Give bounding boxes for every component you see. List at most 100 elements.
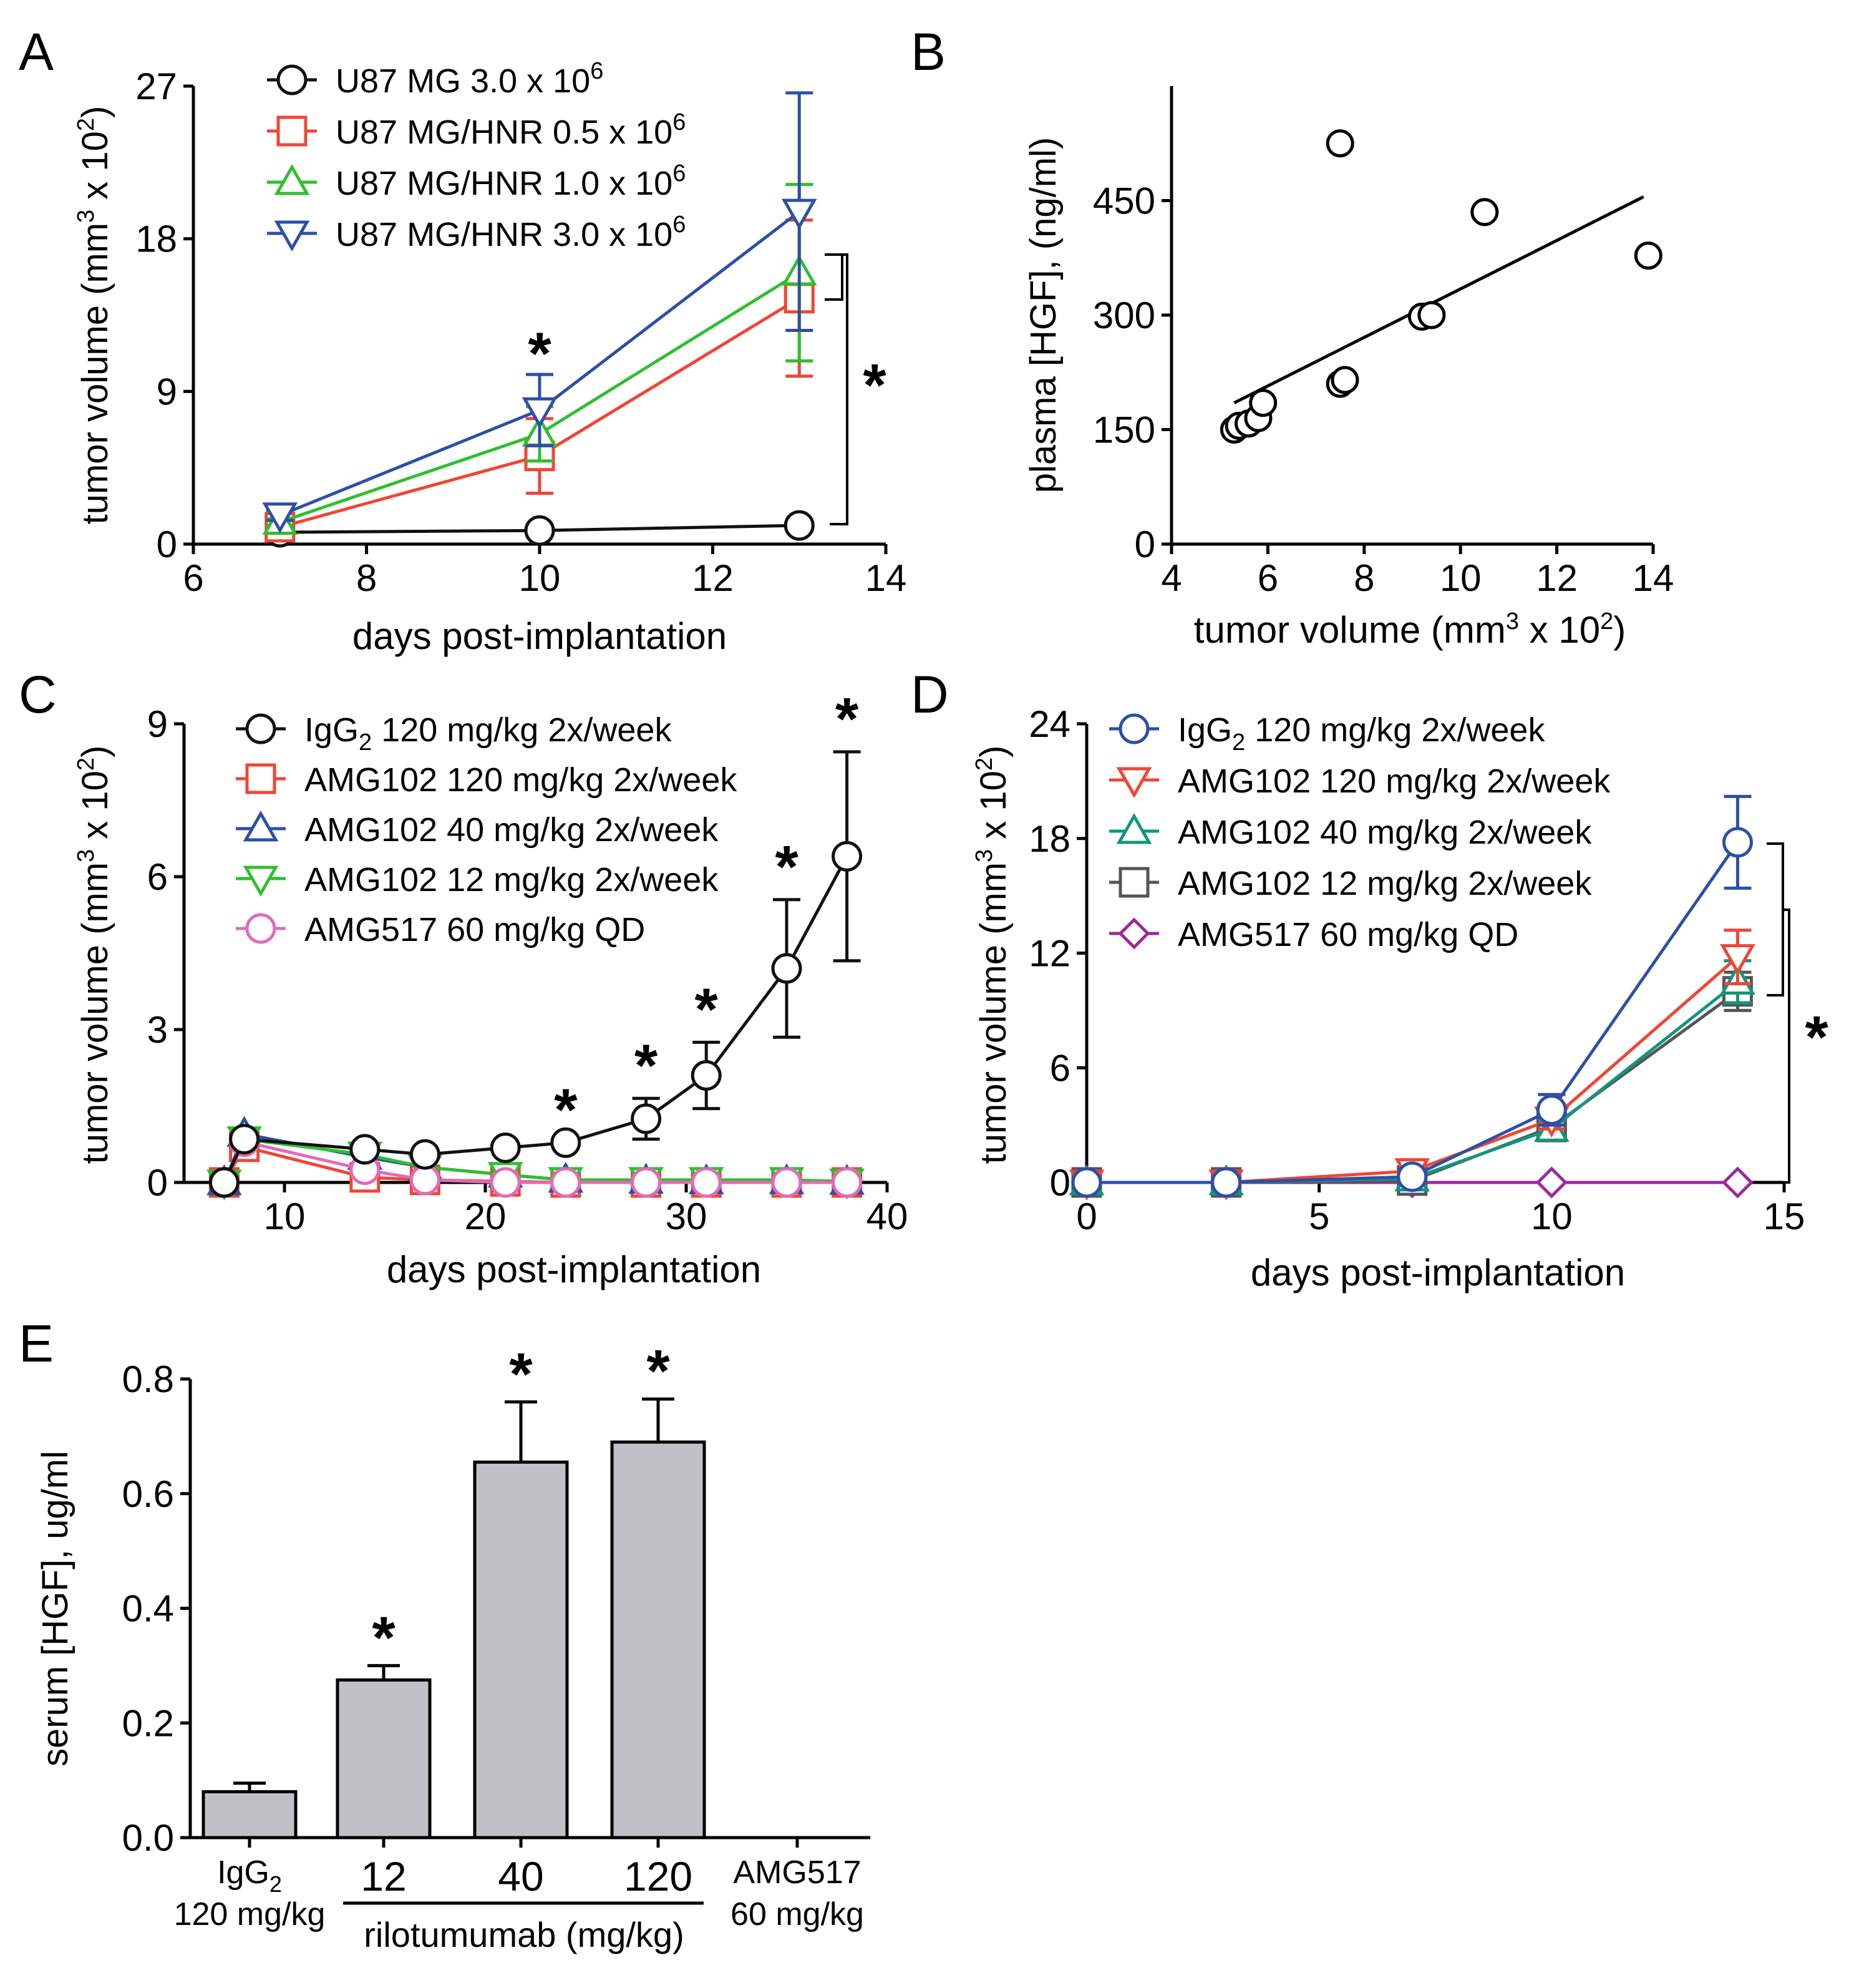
- d-legend-label: AMG102 120 mg/kg 2x/week: [1178, 763, 1611, 800]
- c-point: [691, 1060, 722, 1091]
- d-legend-marker: [1119, 867, 1150, 898]
- c-point: [409, 1139, 440, 1170]
- c-significance-star: *: [775, 834, 798, 900]
- c-point: [631, 1167, 662, 1198]
- c-point: [771, 953, 802, 984]
- a-significance-star: *: [528, 320, 551, 387]
- d-point: [1071, 1167, 1102, 1198]
- a-xtick-label: 6: [183, 557, 203, 599]
- b-ytick-label: 0: [1135, 524, 1155, 565]
- b-xlabel: tumor volume (mm3 x 102): [1194, 608, 1626, 651]
- d-legend: IgG2 120 mg/kg 2x/week AMG102 120 mg/kg 2…: [1109, 711, 1611, 953]
- d-legend-marker: [1116, 812, 1152, 844]
- panel-label-c: C: [19, 665, 57, 724]
- e-ylabel: serum [HGF], ug/ml: [35, 1451, 75, 1766]
- c-significance-star: *: [835, 686, 859, 753]
- b-point: [1417, 301, 1446, 329]
- b-ytick-label: 450: [1093, 180, 1155, 222]
- b-xtick-label: 6: [1258, 557, 1278, 599]
- d-legend-label: AMG102 12 mg/kg 2x/week: [1178, 865, 1592, 902]
- panel-e-chart: serum [HGF], ug/ml 0.0 0.2 0.4 0.6 0.8 * * * I…: [35, 1338, 870, 1954]
- c-point: [631, 1103, 662, 1134]
- a-ylabel: tumor volume (mm3 x 102): [73, 106, 115, 525]
- a-bracket-outer: [830, 253, 848, 525]
- panel-c-chart: tumor volume (mm3 x 102) days post-impla…: [73, 686, 908, 1290]
- d-legend-label: AMG102 40 mg/kg 2x/week: [1178, 814, 1592, 851]
- d-ytick-label: 18: [1029, 818, 1070, 860]
- d-ytick-label: 0: [1050, 1162, 1070, 1204]
- d-legend-label: IgG2 120 mg/kg 2x/week: [1178, 711, 1545, 756]
- e-bar: [473, 1460, 569, 1839]
- b-point: [1326, 129, 1354, 158]
- c-ytick-label: 6: [147, 856, 168, 898]
- d-point: [1722, 827, 1753, 858]
- a-point: [781, 198, 817, 230]
- c-point: [832, 1167, 863, 1198]
- d-legend-marker: [1118, 917, 1150, 950]
- c-legend-marker: [243, 865, 279, 897]
- d-xtick-label: 10: [1531, 1196, 1573, 1237]
- a-ytick-label: 18: [135, 218, 177, 260]
- e-cat0-label: IgG2: [217, 1854, 282, 1897]
- a-point: [522, 397, 558, 429]
- c-significance-star: *: [634, 1032, 658, 1099]
- a-point: [784, 510, 815, 541]
- d-series-line: [1087, 955, 1739, 1184]
- b-xtick-label: 14: [1633, 557, 1674, 599]
- d-point: [1397, 1161, 1428, 1192]
- c-legend-marker: [245, 913, 276, 944]
- b-ylabel: plasma [HGF], (ng/ml): [1023, 137, 1064, 493]
- a-legend-label: U87 MG 3.0 x 106: [336, 58, 603, 100]
- b-point: [1331, 366, 1359, 394]
- e-bar: [201, 1790, 298, 1839]
- c-point: [349, 1134, 381, 1165]
- panel-label-b: B: [911, 22, 946, 81]
- c-legend: IgG2 120 mg/kg 2x/week AMG102 120 mg/kg 2…: [236, 711, 737, 948]
- d-ytick-label: 6: [1050, 1047, 1070, 1089]
- b-ytick-label: 150: [1093, 409, 1155, 451]
- d-xtick-label: 5: [1309, 1196, 1329, 1237]
- d-ytick-label: 24: [1029, 703, 1070, 745]
- b-ytick-label: 300: [1093, 295, 1155, 336]
- c-point: [490, 1132, 521, 1163]
- c-legend-label: AMG102 12 mg/kg 2x/week: [304, 861, 719, 899]
- a-legend-marker: [276, 115, 308, 147]
- e-ytick-label: 0.0: [122, 1817, 174, 1859]
- e-significance-star: *: [646, 1338, 670, 1405]
- d-ylabel: tumor volume (mm3 x 102): [971, 746, 1014, 1164]
- c-xtick-label: 10: [264, 1196, 306, 1237]
- e-ytick-label: 0.2: [122, 1702, 174, 1744]
- a-point: [524, 515, 555, 546]
- d-legend-marker: [1116, 767, 1152, 799]
- e-cat3-label: 120: [624, 1853, 692, 1899]
- c-ytick-label: 0: [147, 1162, 168, 1204]
- a-xtick-label: 12: [692, 557, 734, 599]
- c-xtick-label: 30: [666, 1196, 707, 1237]
- panel-d-chart: tumor volume (mm3 x 102) days post-impla…: [971, 703, 1828, 1294]
- c-legend-label: AMG102 120 mg/kg 2x/week: [304, 761, 737, 799]
- c-ytick-label: 9: [147, 703, 168, 745]
- d-point: [1721, 1166, 1754, 1199]
- c-point: [208, 1167, 240, 1198]
- d-xtick-label: 15: [1764, 1196, 1805, 1237]
- d-point: [1720, 944, 1755, 975]
- d-xtick-label: 0: [1076, 1196, 1097, 1237]
- e-bar: [336, 1678, 432, 1839]
- a-legend: U87 MG 3.0 x 106 U87 MG/HNR 0.5 x 106 U87 …: [267, 58, 686, 253]
- c-series-line: [223, 1139, 847, 1184]
- e-cat4-label: AMG517: [733, 1854, 861, 1891]
- c-ytick-label: 3: [147, 1009, 168, 1051]
- c-legend-label: AMG102 40 mg/kg 2x/week: [304, 811, 719, 849]
- e-cat0-sublabel: 120 mg/kg: [174, 1896, 326, 1932]
- c-series-line: [223, 855, 848, 1184]
- d-bracket-inner: [1767, 842, 1784, 996]
- panel-label-d: D: [911, 665, 949, 724]
- c-legend-marker: [243, 810, 279, 842]
- c-point: [490, 1167, 521, 1198]
- a-xtick-label: 8: [356, 557, 377, 599]
- d-series-line: [1087, 990, 1739, 1184]
- c-point: [550, 1127, 581, 1158]
- c-legend-marker: [245, 763, 276, 794]
- c-xtick-label: 20: [465, 1196, 507, 1237]
